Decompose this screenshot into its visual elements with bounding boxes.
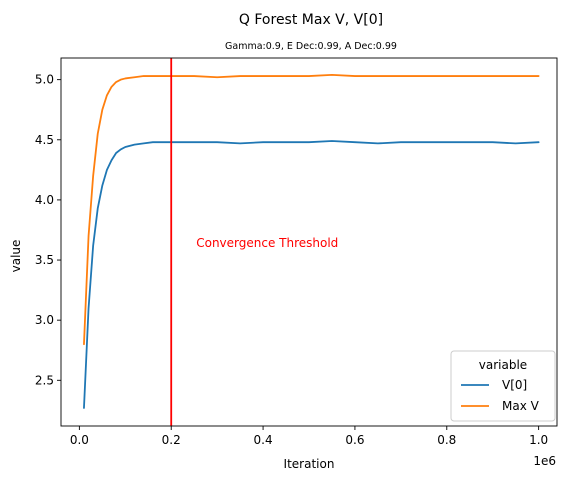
x-axis: 0.0 0.2 0.4 0.6 0.8 1.0 [70,426,548,447]
x-tick-label: 0.0 [70,433,89,447]
y-tick-label: 4.5 [35,133,54,147]
legend-box [450,350,556,422]
x-tick-label: 0.2 [162,433,181,447]
y-tick-label: 2.5 [35,373,54,387]
y-tick-label: 3.0 [35,313,54,327]
series-layer [83,73,540,409]
legend-label: Max V [502,399,540,413]
chart-subtitle: Gamma:0.9, E Dec:0.99, A Dec:0.99 [225,41,397,52]
series-line-v0 [83,140,540,409]
y-tick-label: 3.5 [35,253,54,267]
series-line-max-v [83,73,540,346]
x-tick-label: 0.4 [254,433,273,447]
y-tick-label: 4.0 [35,193,54,207]
legend-label: V[0] [502,378,527,392]
y-axis-label: value [9,240,23,273]
y-tick-label: 5.0 [35,73,54,87]
legend-title: variable [479,358,527,372]
legend: variable V[0] Max V [450,350,556,422]
x-tick-label: 0.6 [345,433,364,447]
threshold-layer: Convergence Threshold [170,58,338,426]
chart-title: Q Forest Max V, V[0] [239,12,383,28]
x-tick-label: 0.8 [437,433,456,447]
legend-items: V[0] Max V [461,378,540,413]
x-axis-label: Iteration [284,457,335,471]
x-axis-offset-label: 1e6 [533,454,556,468]
plot-frame [60,57,558,427]
convergence-threshold-label: Convergence Threshold [196,236,338,250]
y-axis: 2.5 3.0 3.5 4.0 4.5 5.0 [35,73,61,387]
x-tick-label: 1.0 [529,433,548,447]
